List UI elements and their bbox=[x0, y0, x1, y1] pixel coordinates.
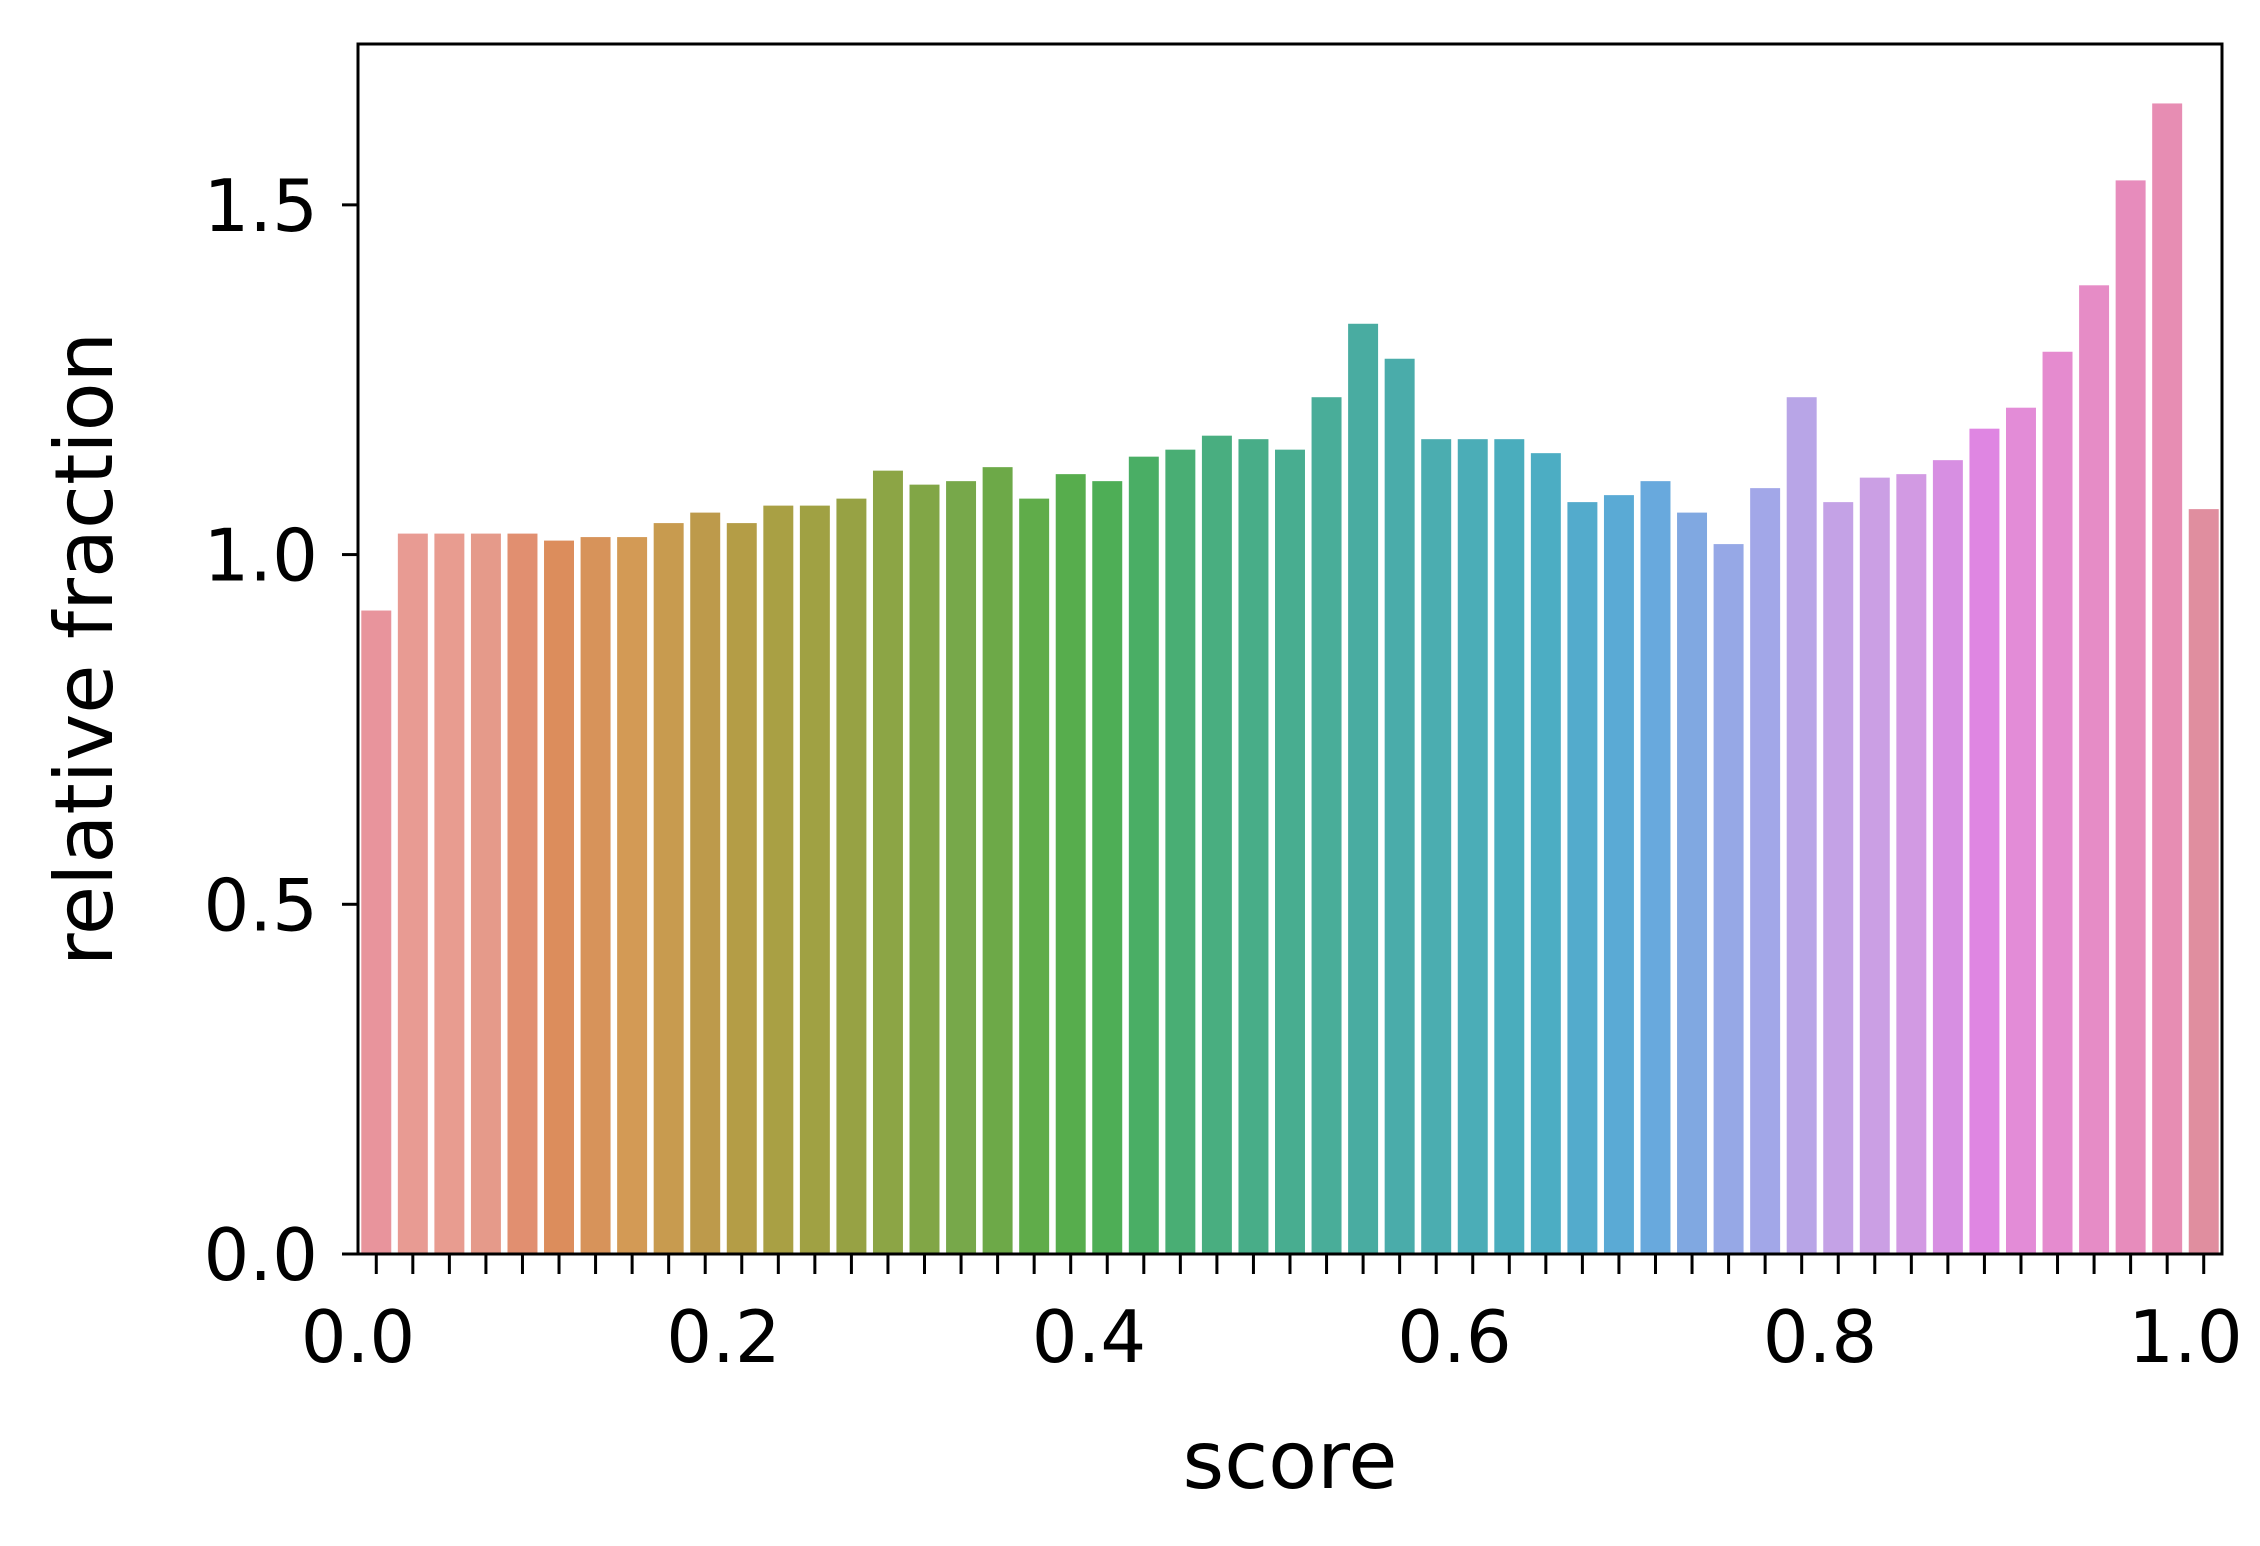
plot-frame bbox=[356, 42, 2224, 1256]
bar-13 bbox=[836, 498, 867, 1254]
y-axis-label: relative fraction bbox=[38, 332, 131, 967]
bar-11 bbox=[763, 505, 794, 1254]
bar-10 bbox=[726, 523, 757, 1254]
bar-16 bbox=[946, 481, 977, 1254]
bar-47 bbox=[2079, 285, 2110, 1254]
y-tick-label-0: 0.0 bbox=[203, 1213, 318, 1297]
bar-34 bbox=[1603, 495, 1634, 1254]
bar-27 bbox=[1348, 323, 1379, 1254]
bar-30 bbox=[1457, 439, 1488, 1254]
bar-42 bbox=[1896, 474, 1927, 1254]
bar-28 bbox=[1384, 358, 1415, 1254]
bar-23 bbox=[1201, 435, 1232, 1254]
bar-1 bbox=[397, 533, 428, 1254]
x-tick-label-0: 0.0 bbox=[301, 1295, 416, 1379]
bar-3 bbox=[470, 533, 501, 1254]
bar-49 bbox=[2152, 103, 2183, 1255]
bar-8 bbox=[653, 523, 684, 1254]
bar-2 bbox=[434, 533, 465, 1254]
bar-29 bbox=[1421, 439, 1452, 1254]
bar-35 bbox=[1640, 481, 1671, 1254]
bar-45 bbox=[2006, 407, 2036, 1254]
bar-14 bbox=[872, 470, 903, 1254]
bar-22 bbox=[1165, 449, 1196, 1254]
y-axis-ticks: 0.0 0.5 1.0 1.5 bbox=[203, 164, 358, 1297]
bar-18 bbox=[1019, 498, 1050, 1254]
bar-5 bbox=[544, 540, 574, 1254]
bar-50 bbox=[2188, 509, 2219, 1254]
x-axis-ticks: 0.0 0.2 0.4 0.6 0.8 1.0 bbox=[301, 1295, 2243, 1379]
x-tick-label-5: 1.0 bbox=[2128, 1295, 2243, 1379]
bar-32 bbox=[1530, 453, 1561, 1254]
bar-48 bbox=[2115, 180, 2146, 1254]
y-tick-label-2: 1.0 bbox=[203, 514, 318, 598]
bar-24 bbox=[1238, 439, 1269, 1254]
bar-31 bbox=[1494, 439, 1525, 1254]
x-tick-label-1: 0.2 bbox=[666, 1295, 781, 1379]
bar-41 bbox=[1859, 477, 1890, 1254]
bar-26 bbox=[1311, 397, 1342, 1255]
bar-40 bbox=[1823, 502, 1854, 1254]
bar-6 bbox=[580, 537, 611, 1254]
x-tick-label-3: 0.6 bbox=[1397, 1295, 1512, 1379]
bars-layer bbox=[361, 103, 2219, 1255]
bar-0 bbox=[361, 610, 392, 1254]
x-tick-label-4: 0.8 bbox=[1763, 1295, 1878, 1379]
bar-9 bbox=[690, 512, 721, 1254]
bar-4 bbox=[507, 533, 538, 1254]
bar-21 bbox=[1128, 456, 1159, 1254]
bar-38 bbox=[1750, 488, 1781, 1254]
bar-44 bbox=[1969, 428, 2000, 1254]
x-axis-label: score bbox=[1183, 1414, 1398, 1507]
bar-33 bbox=[1567, 502, 1598, 1254]
y-tick-label-1: 0.5 bbox=[203, 863, 318, 947]
bar-25 bbox=[1275, 449, 1305, 1254]
bar-36 bbox=[1677, 512, 1708, 1254]
bar-12 bbox=[799, 505, 830, 1254]
bar-20 bbox=[1092, 481, 1123, 1254]
bar-43 bbox=[1932, 460, 1963, 1254]
x-minor-ticks bbox=[374, 1254, 2206, 1274]
x-tick-label-2: 0.4 bbox=[1032, 1295, 1147, 1379]
bar-19 bbox=[1055, 474, 1086, 1254]
y-tick-label-3: 1.5 bbox=[203, 164, 318, 248]
bar-39 bbox=[1786, 397, 1817, 1255]
bar-37 bbox=[1713, 544, 1744, 1254]
bar-7 bbox=[617, 537, 648, 1254]
bar-15 bbox=[909, 484, 940, 1254]
bar-17 bbox=[982, 467, 1013, 1254]
bar-46 bbox=[2042, 351, 2073, 1254]
